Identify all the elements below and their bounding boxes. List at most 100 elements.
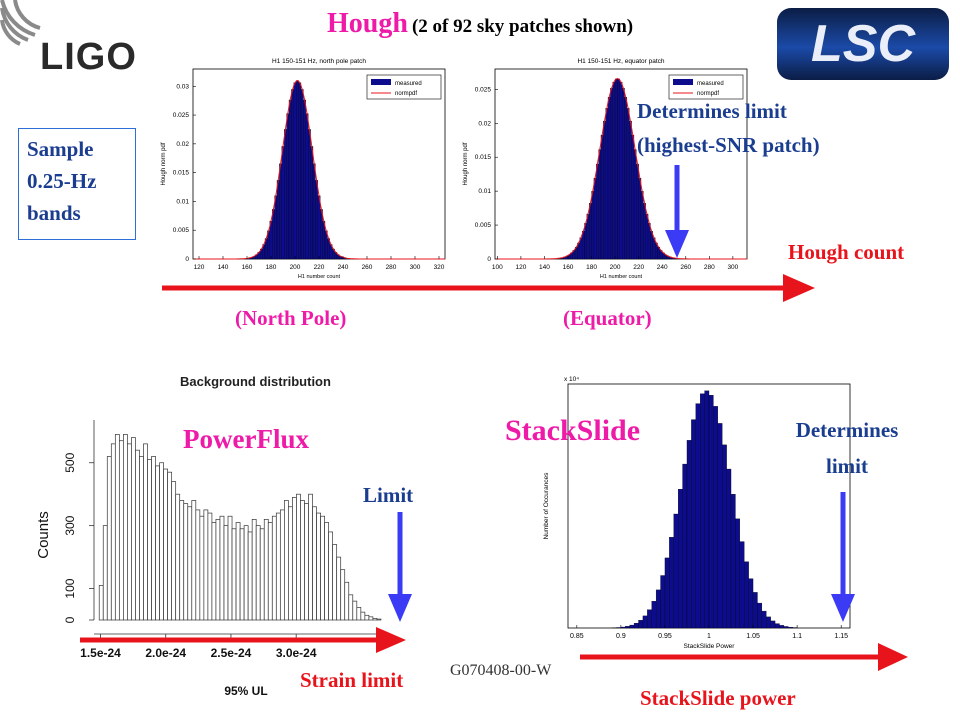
stackslide-chart: x 10⁴ 0.85 0.9 0.95 1 1.05 1.1 1.15 StackSlide P… [543, 376, 851, 650]
strain-limit-label: Strain limit [300, 668, 404, 692]
y-tick-label: 100 [63, 578, 77, 598]
y-tick-label: 0.005 [173, 227, 190, 234]
title: Hough (2 of 92 sky patches shown) [327, 8, 633, 40]
determines-ss-line-1: Determines [795, 418, 899, 442]
y-tick-label: 500 [63, 452, 77, 472]
determines-ss-line-2: limit [826, 454, 868, 478]
y-tick-label: 0 [185, 256, 189, 263]
limit-label: Limit [363, 483, 414, 507]
y-tick-label: 0.025 [475, 86, 492, 93]
sample-box: Sample 0.25-Hz bands [18, 128, 136, 240]
y-tick-label: 0.03 [176, 83, 189, 90]
y-tick-label: 0 [487, 256, 491, 263]
x-tick-label: 140 [539, 264, 550, 271]
legend-measured-label: measured [697, 81, 724, 87]
ligo-arcs-icon [0, 0, 41, 46]
x-axis-label: StackSlide Power [684, 643, 736, 650]
x-tick-label: 140 [218, 264, 229, 271]
hough-limit-arrow-head [665, 230, 689, 258]
y-tick-label: 0.025 [173, 112, 190, 119]
y-axis-label: Hough norm pdf [463, 142, 469, 185]
hough-count-arrow-head [783, 274, 815, 302]
x-tick-label: 200 [610, 264, 621, 271]
x-tick-label: 120 [515, 264, 526, 271]
x-tick-label: 180 [586, 264, 597, 271]
x-tick-label: 0.85 [570, 633, 584, 640]
x-tick-label: 2.5e-24 [211, 646, 252, 660]
x-tick-label: 300 [410, 264, 421, 271]
y-tick-label: 0.015 [173, 170, 190, 177]
ligo-text: LIGO [40, 36, 137, 78]
determines-limit-line-1: Determines limit [637, 99, 787, 123]
x-tick-label: 1.05 [746, 633, 760, 640]
x-axis-label: H1 number count [600, 274, 643, 280]
stackslide-power-arrow-head [878, 643, 908, 671]
y-tick-label: 0.015 [475, 154, 492, 161]
hough-north-pole-chart: H1 150-151 Hz, north pole patch 120 140 160… [161, 58, 446, 280]
histogram-bar [376, 618, 382, 621]
x-tick-label: 120 [194, 264, 205, 271]
legend-normpdf-label: normpdf [395, 91, 417, 97]
ligo-logo: LIGO [0, 0, 155, 100]
x-tick-label: 3.0e-24 [276, 646, 317, 660]
sample-line-3: bands [27, 201, 81, 225]
x-tick-label: 220 [633, 264, 644, 271]
x-tick-label: 160 [563, 264, 574, 271]
normpdf-line [495, 77, 747, 260]
determines-limit-line-2: (highest-SNR patch) [637, 133, 820, 157]
sample-line-2: 0.25-Hz [27, 169, 97, 193]
powerflux-label: PowerFlux [183, 424, 309, 454]
chart-title: Background distribution [180, 374, 331, 389]
north-pole-label: (North Pole) [235, 306, 347, 330]
stackslide-power-label: StackSlide power [640, 686, 796, 710]
x-tick-label: 280 [386, 264, 397, 271]
normpdf-line [193, 79, 445, 260]
hough-equator-chart: H1 150-151 Hz, equator patch 100 120 140 160… [463, 58, 748, 280]
y-tick-label: 0.01 [176, 198, 189, 205]
y-tick-label: 0.02 [478, 120, 491, 127]
x-tick-label: 280 [704, 264, 715, 271]
x-tick-label: 240 [338, 264, 349, 271]
lsc-text: LSC [811, 15, 915, 73]
title-main: Hough [327, 8, 408, 39]
x-tick-label: 0.95 [658, 633, 672, 640]
x-tick-label: 1.5e-24 [80, 646, 121, 660]
legend-measured-label: measured [395, 81, 422, 87]
x-tick-label: 260 [680, 264, 691, 271]
determines-limit-ss: Determines limit [772, 412, 922, 484]
x-tick-label: 220 [314, 264, 325, 271]
chart-title: H1 150-151 Hz, equator patch [577, 58, 664, 65]
powerflux-background-chart: Background distribution 0 100 300 500 1.5e-24… [35, 374, 384, 698]
y-axis-label: Number of Occurances [543, 472, 550, 540]
legend-normpdf-label: normpdf [697, 91, 719, 97]
x-tick-label: 320 [434, 264, 445, 271]
x-tick-label: 1.15 [834, 633, 848, 640]
legend-measured-swatch [673, 79, 693, 85]
x-tick-label: 0.9 [616, 633, 626, 640]
y-tick-label: 300 [63, 515, 77, 535]
y-tick-label: 0.02 [176, 141, 189, 148]
x-tick-label: 1 [707, 633, 711, 640]
stackslide-label: StackSlide [505, 414, 641, 447]
x-tick-label: 300 [727, 264, 738, 271]
lsc-logo: LSC [777, 8, 949, 80]
powerflux-limit-arrow-head [388, 594, 412, 622]
title-sub: (2 of 92 sky patches shown) [411, 16, 634, 37]
x-axis-label: 95% UL [224, 684, 267, 698]
hough-count-label: Hough count [788, 240, 905, 264]
x-tick-label: 180 [266, 264, 277, 271]
x-tick-label: 200 [290, 264, 301, 271]
stackslide-limit-arrow-head [831, 594, 855, 622]
y-tick-label: 0.005 [475, 222, 492, 229]
x-tick-label: 160 [242, 264, 253, 271]
y-axis-label: Hough norm pdf [161, 142, 167, 185]
determines-limit-hough: Determines limit (highest-SNR patch) [637, 94, 820, 162]
x-axis-label: H1 number count [298, 274, 341, 280]
strain-arrow-head [376, 627, 406, 653]
chart-title: H1 150-151 Hz, north pole patch [272, 58, 366, 65]
y-tick-label: 0 [63, 616, 77, 623]
equator-label: (Equator) [563, 306, 652, 330]
x-tick-label: 100 [492, 264, 503, 271]
sample-line-1: Sample [27, 137, 94, 161]
